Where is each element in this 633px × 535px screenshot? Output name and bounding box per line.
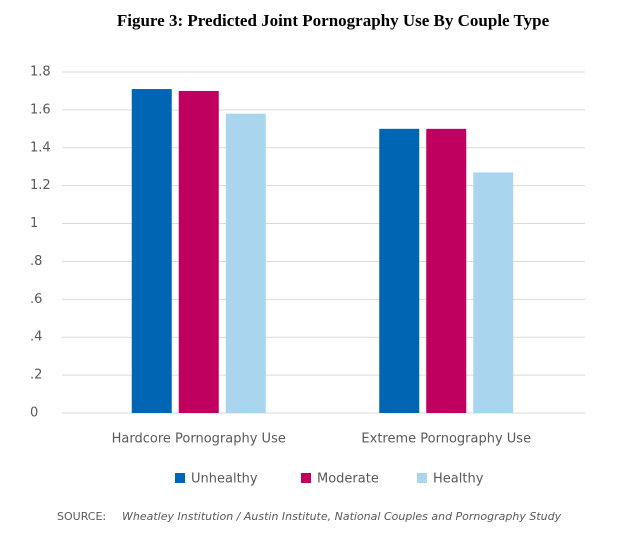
y-tick-label: 1.8: [30, 65, 51, 80]
bar: [178, 90, 219, 413]
y-tick-label: 1.2: [30, 178, 51, 193]
legend-swatch: [301, 473, 311, 483]
y-tick-label: 1.4: [30, 140, 51, 155]
y-tick-label: 1: [30, 216, 38, 231]
legend-swatch: [417, 473, 427, 483]
bar: [426, 128, 467, 414]
x-tick-label: Hardcore Pornography Use: [112, 432, 286, 447]
y-tick-label: .6: [30, 292, 42, 307]
y-tick-label: .8: [30, 254, 42, 269]
legend-label: Healthy: [433, 472, 484, 487]
source-label: SOURCE:: [57, 510, 106, 523]
bar: [379, 128, 420, 414]
legend-swatch: [175, 473, 185, 483]
source-text: Wheatley Institution / Austin Institute,…: [122, 510, 562, 523]
y-tick-label: .2: [30, 368, 42, 383]
y-tick-label: 0: [30, 406, 38, 421]
chart-title: Figure 3: Predicted Joint Pornography Us…: [117, 11, 550, 30]
bar: [131, 89, 172, 414]
bar: [225, 113, 266, 413]
x-tick-label: Extreme Pornography Use: [361, 432, 531, 447]
legend-label: Moderate: [317, 472, 379, 487]
bar: [473, 172, 514, 413]
y-tick-label: .4: [30, 330, 42, 345]
legend-label: Unhealthy: [191, 472, 258, 487]
y-tick-label: 1.6: [30, 102, 51, 117]
